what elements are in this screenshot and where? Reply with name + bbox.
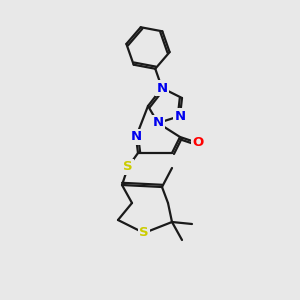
Text: N: N [156,82,168,94]
Text: O: O [192,136,204,149]
Text: N: N [130,130,142,143]
Text: S: S [123,160,133,173]
Text: N: N [174,110,186,122]
Text: S: S [139,226,149,239]
Text: N: N [152,116,164,130]
